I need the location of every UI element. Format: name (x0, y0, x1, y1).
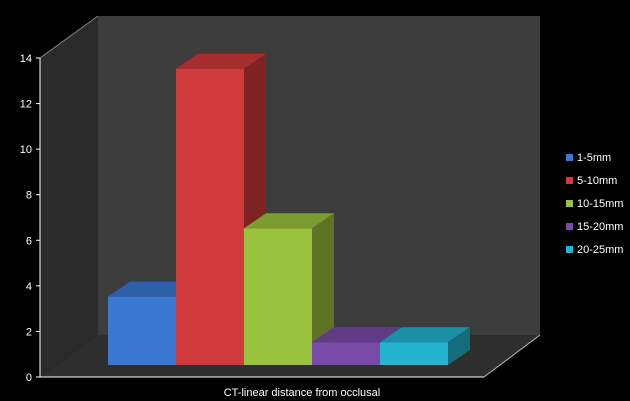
bar-top (312, 327, 402, 343)
bar-top (108, 281, 198, 297)
bar-top (176, 53, 266, 69)
legend-label: 5-10mm (577, 175, 617, 187)
x-axis-label: CT-linear distance from occlusal (224, 387, 381, 399)
y-tick-label: 4 (26, 281, 32, 293)
y-tick-label: 14 (20, 53, 32, 65)
legend-label: 1-5mm (577, 152, 611, 164)
legend-swatch (566, 246, 573, 253)
bar-side (312, 213, 334, 365)
legend-label: 15-20mm (577, 221, 623, 233)
y-tick-label: 2 (26, 326, 32, 338)
y-tick-label: 12 (20, 99, 32, 111)
wall-top-edge (39, 15, 99, 59)
legend-swatch (566, 177, 573, 184)
axes (39, 15, 541, 378)
legend-label: 20-25mm (577, 244, 623, 256)
y-tick-label: 10 (20, 144, 32, 156)
bar-front (108, 296, 176, 365)
legend-item: 1-5mm (566, 152, 611, 164)
bar-side (448, 327, 470, 365)
legend-swatch (566, 200, 573, 207)
bars (108, 53, 470, 366)
floor-edge-line (483, 334, 541, 378)
y-tick-label: 6 (26, 235, 32, 247)
bar (380, 327, 470, 365)
y-tick-label: 0 (26, 372, 32, 384)
legend-swatch (566, 154, 573, 161)
bar-top (244, 213, 334, 229)
legend-item: 10-15mm (566, 198, 623, 210)
legend: 1-5mm 5-10mm 10-15mm 15-20mm 20-25mm (566, 152, 623, 256)
y-tick-label: 8 (26, 190, 32, 202)
bar-top (380, 327, 470, 343)
bar-front (176, 68, 244, 366)
legend-label: 10-15mm (577, 198, 623, 210)
bar-front (380, 342, 448, 365)
y-axis-ticks: 0 2 4 6 8 10 12 14 (20, 53, 40, 384)
bar-front (244, 228, 312, 365)
side-wall (40, 16, 98, 377)
legend-item: 5-10mm (566, 175, 617, 187)
legend-swatch (566, 223, 573, 230)
legend-item: 20-25mm (566, 244, 623, 256)
bar-front (312, 342, 380, 365)
legend-item: 15-20mm (566, 221, 623, 233)
bar (244, 213, 334, 365)
